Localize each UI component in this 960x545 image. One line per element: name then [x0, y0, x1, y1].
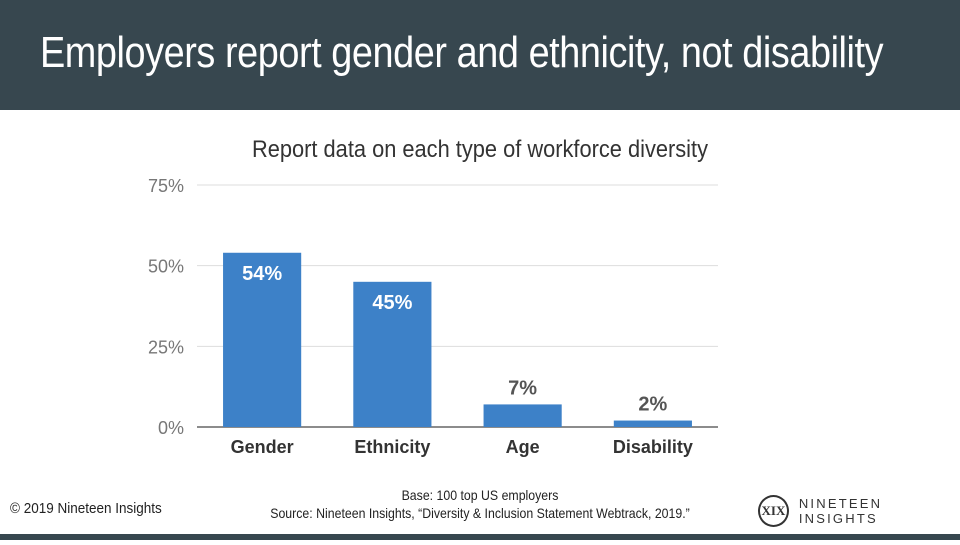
data-label: 45% — [372, 292, 412, 314]
header-bar: Employers report gender and ethnicity, n… — [0, 0, 960, 110]
bar — [483, 404, 562, 427]
data-label: 2% — [638, 394, 667, 416]
x-tick-label: Ethnicity — [354, 437, 430, 457]
source-note: Base: 100 top US employers Source: Ninet… — [0, 486, 960, 522]
page-title: Employers report gender and ethnicity, n… — [40, 28, 884, 77]
base-note: Base: 100 top US employers — [401, 487, 559, 503]
bar — [223, 252, 302, 427]
data-label: 7% — [508, 377, 537, 399]
y-tick-label: 50% — [148, 257, 184, 277]
y-tick-label: 25% — [148, 337, 184, 357]
x-tick-label: Disability — [613, 437, 693, 457]
x-tick-label: Age — [506, 437, 540, 457]
copyright-text: © 2019 Nineteen Insights — [10, 500, 162, 517]
data-label: 54% — [242, 263, 282, 285]
logo-wordmark: NINETEEN INSIGHTS — [798, 496, 883, 526]
bottom-bar — [0, 534, 960, 540]
bar — [353, 281, 432, 427]
bar — [613, 420, 692, 427]
nineteen-insights-logo: XIX NINETEEN INSIGHTS — [758, 493, 960, 529]
y-tick-label: 0% — [158, 418, 184, 438]
source-citation: Source: Nineteen Insights, “Diversity & … — [270, 505, 690, 521]
x-tick-label: Gender — [231, 437, 294, 457]
logo-mark-icon: XIX — [758, 495, 789, 527]
y-tick-label: 75% — [148, 176, 184, 196]
chart-title: Report data on each type of workforce di… — [252, 136, 708, 163]
